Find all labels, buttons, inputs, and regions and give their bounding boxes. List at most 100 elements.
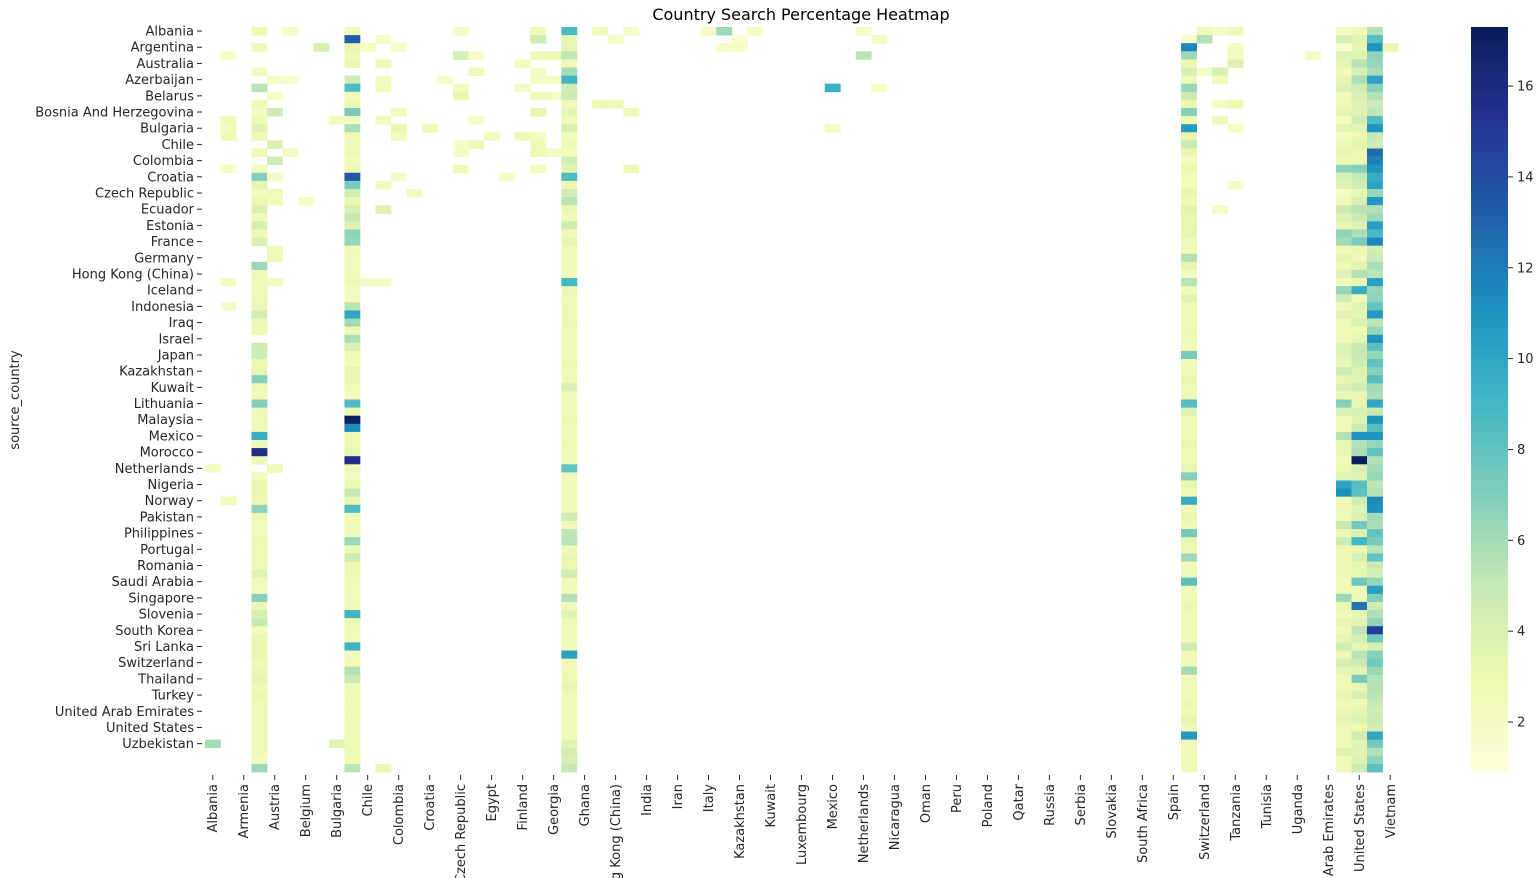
heatmap-cell bbox=[1367, 124, 1383, 133]
y-axis-label: source_country bbox=[8, 350, 23, 450]
heatmap-cell bbox=[1336, 310, 1352, 319]
heatmap-cell bbox=[561, 707, 578, 716]
heatmap-cell bbox=[561, 658, 578, 668]
x-tick-label: Kuwait bbox=[764, 784, 779, 827]
heatmap-cell bbox=[1181, 35, 1197, 44]
heatmap-cell bbox=[1336, 43, 1352, 52]
heatmap-cell bbox=[406, 188, 423, 198]
heatmap-cell bbox=[1181, 658, 1197, 668]
heatmap-cell bbox=[375, 278, 392, 287]
heatmap-cell bbox=[1181, 286, 1197, 295]
heatmap-cell bbox=[561, 666, 578, 676]
heatmap-cell bbox=[282, 27, 299, 36]
y-tick-label: Kuwait bbox=[151, 381, 194, 396]
heatmap-cell bbox=[251, 205, 268, 214]
y-tick-label: United States bbox=[106, 721, 194, 736]
heatmap-cell bbox=[1336, 488, 1352, 498]
x-tick-label: Chile bbox=[361, 784, 376, 817]
x-tick-label: Colombia bbox=[392, 784, 407, 845]
heatmap-cell bbox=[251, 107, 268, 117]
heatmap-cell bbox=[1367, 520, 1383, 530]
heatmap-cell bbox=[251, 472, 268, 481]
heatmap-cell bbox=[251, 448, 268, 457]
y-tick-label: Croatia bbox=[147, 170, 194, 185]
heatmap-cell bbox=[1351, 423, 1368, 433]
heatmap-cell bbox=[344, 140, 361, 149]
heatmap-cell bbox=[251, 739, 268, 749]
heatmap-cell bbox=[561, 148, 578, 157]
heatmap-cell bbox=[1181, 180, 1197, 190]
heatmap-cell bbox=[561, 205, 578, 214]
heatmap-cell bbox=[251, 359, 268, 368]
heatmap-cell bbox=[1212, 27, 1228, 36]
heatmap-cell bbox=[1181, 496, 1197, 506]
heatmap-cell bbox=[1351, 593, 1368, 603]
heatmap-cell bbox=[1227, 51, 1244, 60]
heatmap-cell bbox=[1367, 731, 1383, 741]
heatmap-cell bbox=[1181, 642, 1197, 651]
x-tick-label: Uganda bbox=[1291, 784, 1306, 834]
heatmap-cell bbox=[1336, 188, 1352, 198]
heatmap-cell bbox=[1367, 658, 1383, 668]
x-tick-label: Ghana bbox=[578, 784, 593, 827]
heatmap-cell bbox=[1181, 43, 1197, 52]
heatmap-cell bbox=[1336, 326, 1352, 336]
heatmap-cell bbox=[1196, 35, 1213, 44]
heatmap-cell bbox=[251, 342, 268, 352]
heatmap-cell bbox=[1336, 691, 1352, 700]
heatmap-cell bbox=[452, 148, 469, 157]
heatmap-cell bbox=[1367, 585, 1383, 595]
heatmap-cell bbox=[1367, 561, 1383, 570]
heatmap-cell bbox=[530, 35, 547, 44]
heatmap-cell bbox=[1181, 91, 1197, 101]
heatmap-cell bbox=[1181, 448, 1197, 457]
heatmap-cell bbox=[1351, 326, 1368, 336]
heatmap-cell bbox=[205, 739, 221, 749]
heatmap-cell bbox=[344, 545, 361, 554]
heatmap-cell bbox=[375, 83, 392, 93]
heatmap-cell bbox=[1367, 529, 1383, 538]
heatmap-cell bbox=[561, 650, 578, 660]
heatmap-cell bbox=[1351, 164, 1368, 174]
heatmap-cell bbox=[1181, 399, 1197, 408]
heatmap-cell bbox=[468, 67, 485, 76]
heatmap-cell bbox=[344, 585, 361, 595]
heatmap-cell bbox=[731, 43, 748, 52]
heatmap-cell bbox=[561, 375, 578, 384]
heatmap-cell bbox=[344, 213, 361, 222]
heatmap-cell bbox=[251, 731, 268, 741]
heatmap-cell bbox=[344, 334, 361, 344]
heatmap-cell bbox=[452, 164, 469, 174]
heatmap-cell bbox=[1351, 529, 1368, 538]
heatmap-cell bbox=[1351, 561, 1368, 570]
heatmap-cell bbox=[1367, 253, 1383, 263]
heatmap-cell bbox=[1181, 164, 1197, 174]
heatmap-cell bbox=[1367, 601, 1383, 611]
heatmap-cell bbox=[328, 116, 345, 125]
heatmap-cell bbox=[251, 164, 268, 174]
heatmap-cell bbox=[561, 618, 578, 627]
heatmap-cell bbox=[1336, 99, 1352, 109]
heatmap-cell bbox=[1336, 67, 1352, 76]
heatmap-cell bbox=[251, 423, 268, 433]
colorbar-tick-label: 6 bbox=[1517, 534, 1525, 549]
heatmap-cell bbox=[1181, 561, 1197, 570]
y-tick-label: Turkey bbox=[151, 689, 195, 704]
colorbar-tick-label: 2 bbox=[1517, 716, 1525, 731]
heatmap-cell bbox=[1367, 383, 1383, 392]
heatmap-cell bbox=[266, 188, 283, 198]
heatmap-cell bbox=[1351, 723, 1368, 732]
heatmap-cell bbox=[251, 27, 268, 36]
heatmap-cell bbox=[266, 464, 283, 473]
heatmap-cell bbox=[251, 496, 268, 506]
heatmap-cell bbox=[1367, 488, 1383, 498]
heatmap-cell bbox=[1336, 59, 1352, 68]
heatmap-cell bbox=[1336, 213, 1352, 222]
heatmap-cell bbox=[561, 480, 578, 489]
heatmap-cell bbox=[251, 593, 268, 603]
heatmap-cell bbox=[251, 585, 268, 595]
heatmap-cell bbox=[1351, 666, 1368, 676]
heatmap-cell bbox=[1351, 448, 1368, 457]
heatmap-cell bbox=[561, 43, 578, 52]
heatmap-cell bbox=[561, 221, 578, 230]
